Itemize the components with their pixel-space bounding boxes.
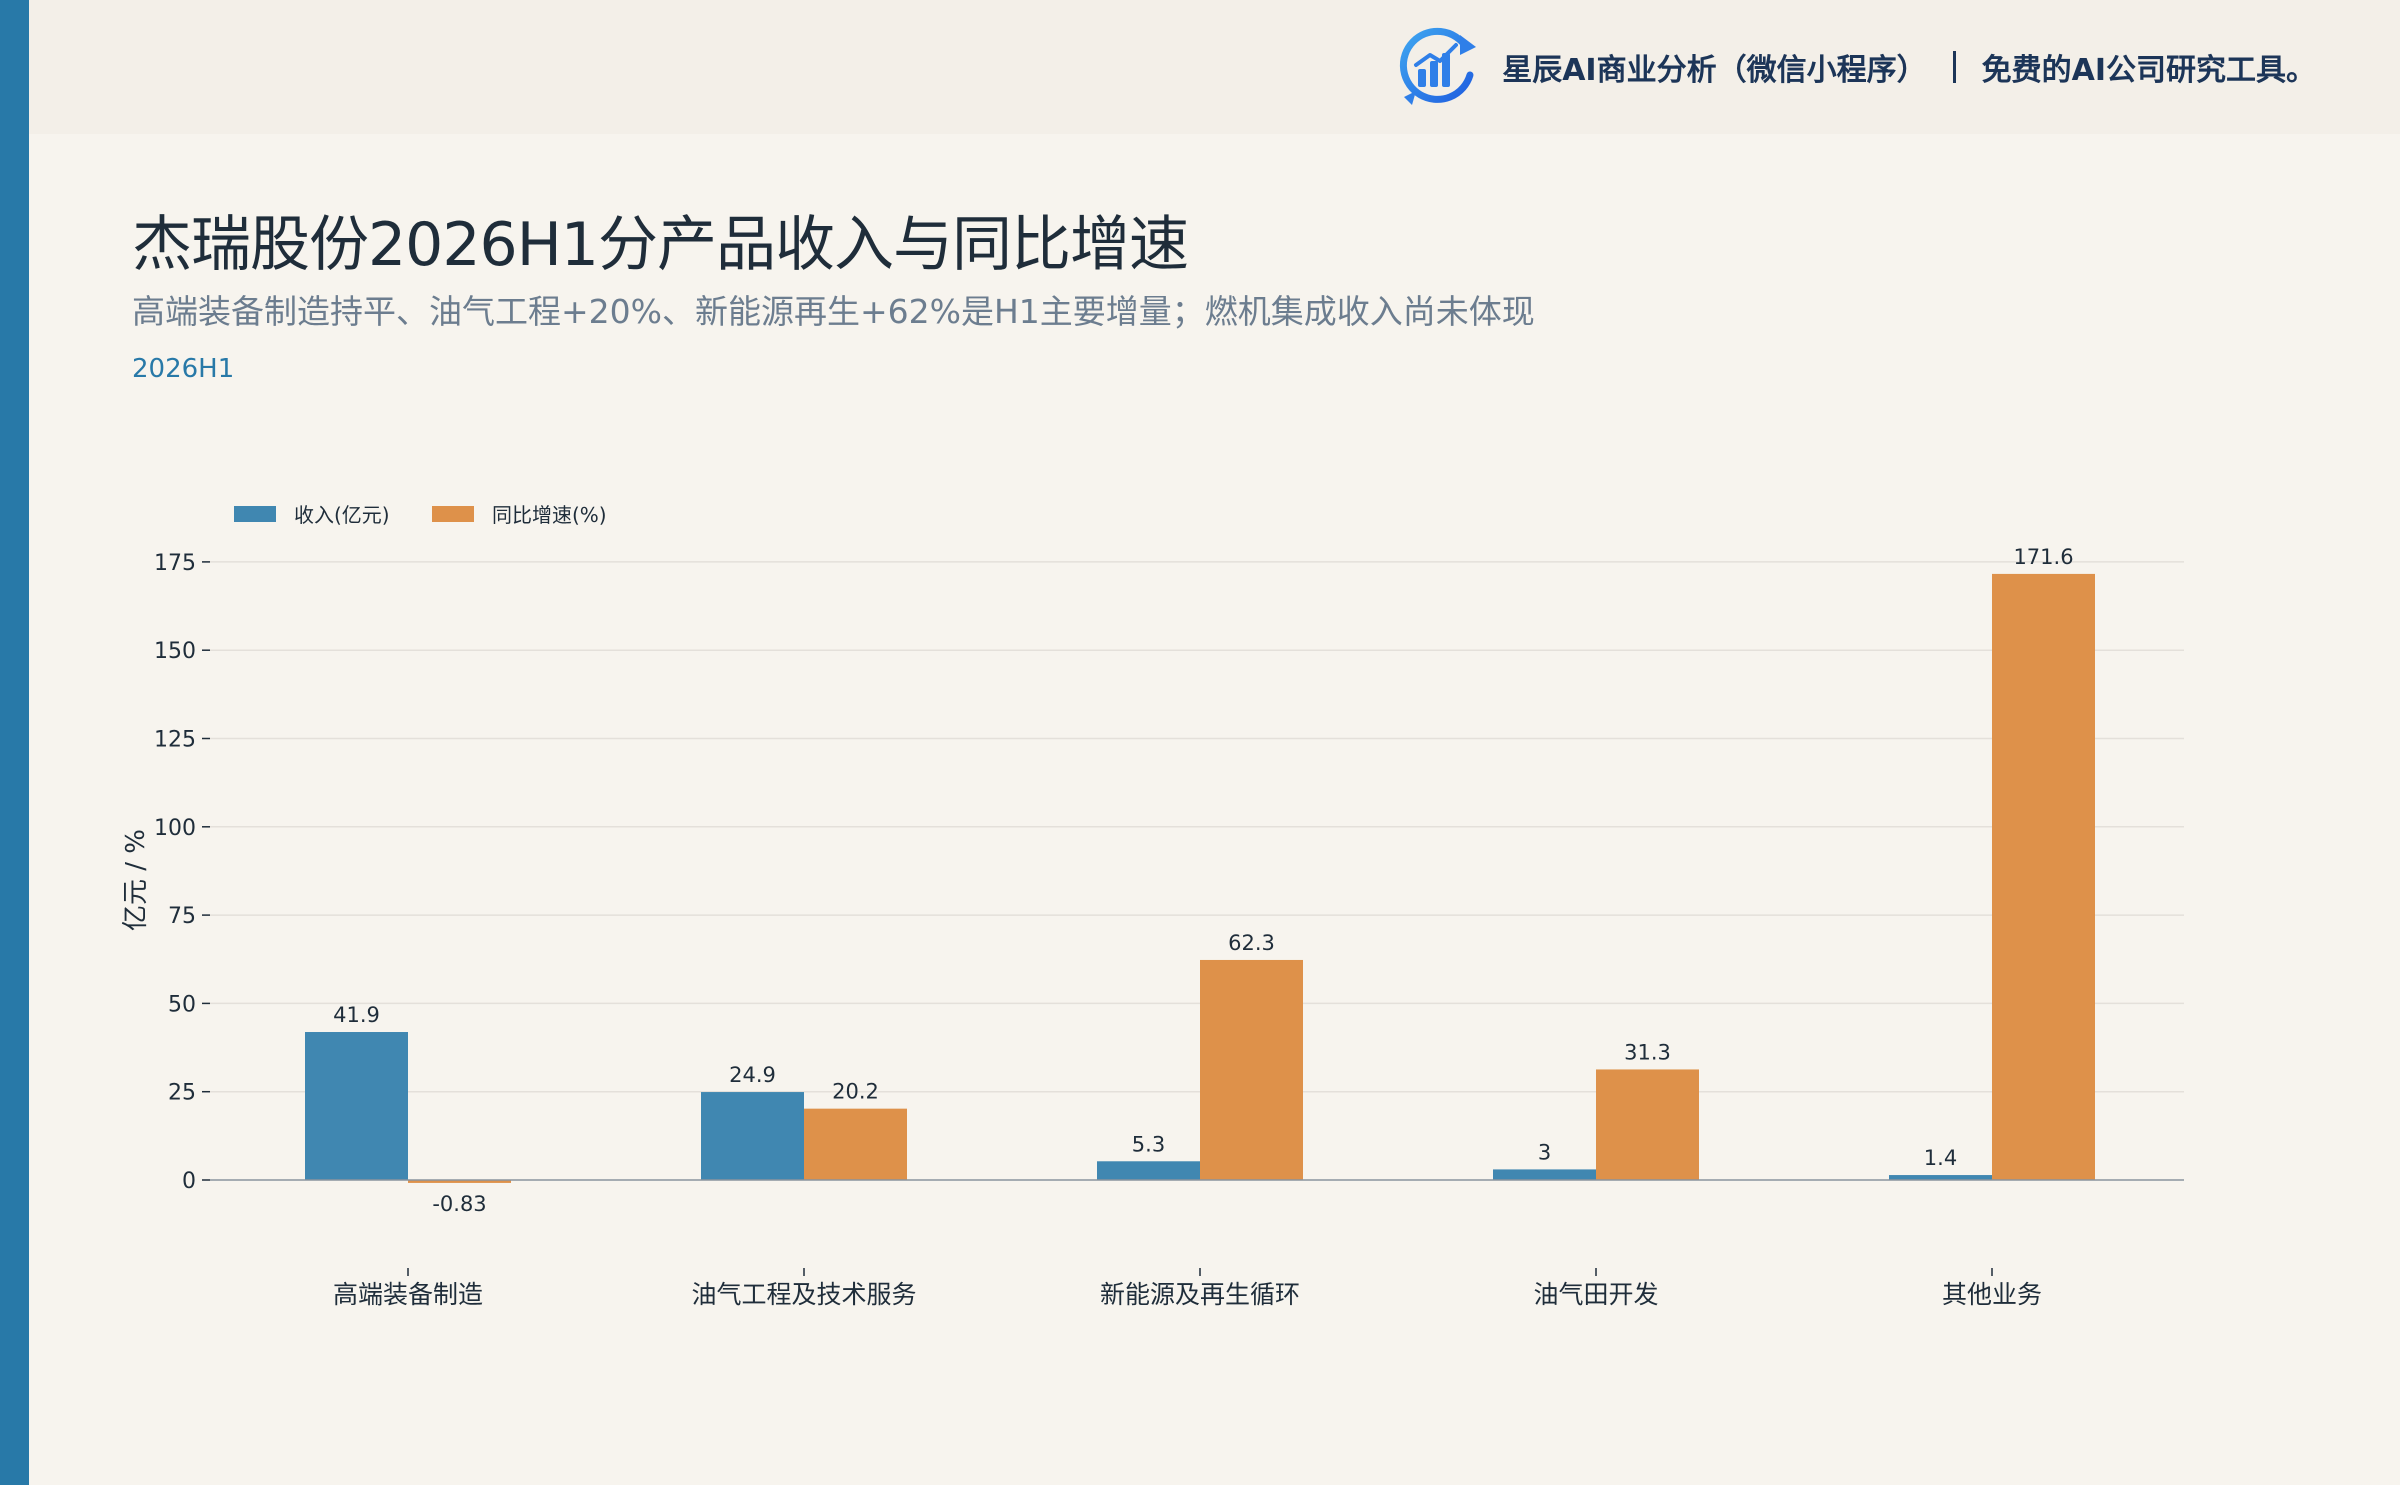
bar-revenue [1889, 1175, 1992, 1180]
x-tick-label: 油气工程及技术服务 [691, 1280, 916, 1309]
y-tick-label: 125 [154, 728, 196, 753]
data-label: 1.4 [1924, 1146, 1957, 1170]
legend-swatch-revenue [234, 506, 276, 522]
y-tick-label: 25 [168, 1081, 196, 1106]
bar-revenue [305, 1032, 408, 1180]
brand-name: 星辰AI商业分析（微信小程序） [1502, 53, 1927, 88]
bar-chart-refresh-icon [1400, 27, 1477, 105]
grid-lines [210, 561, 2184, 1093]
bars [305, 573, 2095, 1183]
legend-label: 同比增速(%) [492, 503, 607, 527]
bar-growth [1992, 573, 2095, 1180]
data-label: 171.6 [2013, 545, 2073, 569]
page-subtitle: 高端装备制造持平、油气工程+20%、新能源再生+62%是H1主要增量；燃机集成收… [132, 292, 1535, 331]
legend: 收入(亿元) 同比增速(%) [234, 503, 607, 527]
top-banner: 星辰AI商业分析（微信小程序） 免费的AI公司研究工具。 [29, 0, 2400, 134]
page-title: 杰瑞股份2026H1分产品收入与同比增速 [132, 210, 1189, 280]
data-label: 41.9 [333, 1003, 380, 1027]
labels: 41.9 -0.83 高端装备制造 24.9 20.2 油气工程及技术服务 5.3 62.3 新… [121, 545, 2074, 1309]
y-tick-label: 50 [168, 992, 196, 1017]
data-label: 20.2 [832, 1080, 879, 1104]
y-tick-label: 150 [154, 639, 196, 664]
bar-revenue [1493, 1169, 1596, 1180]
data-label: 24.9 [729, 1063, 776, 1087]
brand: 星辰AI商业分析（微信小程序） 免费的AI公司研究工具。 [1396, 22, 2316, 112]
period-label: 2026H1 [132, 354, 235, 384]
bar-revenue [701, 1092, 804, 1180]
data-label: 5.3 [1132, 1132, 1165, 1156]
data-label: -0.83 [432, 1192, 486, 1216]
data-label: 31.3 [1624, 1040, 1671, 1064]
y-tick-label: 100 [154, 816, 196, 841]
legend-label: 收入(亿元) [294, 503, 390, 527]
bar-growth [408, 1180, 511, 1183]
x-tick-label: 油气田开发 [1533, 1280, 1658, 1309]
y-axis-label: 亿元 / % [121, 829, 151, 931]
y-tick-label: 0 [182, 1169, 196, 1194]
y-tick-label: 75 [168, 904, 196, 929]
bar-growth [1200, 959, 1303, 1180]
data-label: 62.3 [1228, 931, 1275, 955]
bar-growth [804, 1108, 907, 1180]
x-tick-label: 新能源及再生循环 [1100, 1280, 1300, 1309]
brand-tagline: 免费的AI公司研究工具。 [1981, 53, 2316, 88]
data-label: 3 [1538, 1140, 1551, 1164]
x-tick-label: 其他业务 [1942, 1280, 2042, 1309]
brand-separator [1952, 51, 1956, 83]
legend-swatch-growth [432, 506, 474, 522]
left-accent-bar [0, 0, 29, 1485]
bar-growth [1596, 1069, 1699, 1180]
bar-revenue [1097, 1161, 1200, 1180]
axes: 0 25 50 75 100 125 150 175 [154, 551, 2184, 1276]
x-tick-label: 高端装备制造 [333, 1280, 483, 1309]
y-tick-label: 175 [154, 551, 196, 576]
